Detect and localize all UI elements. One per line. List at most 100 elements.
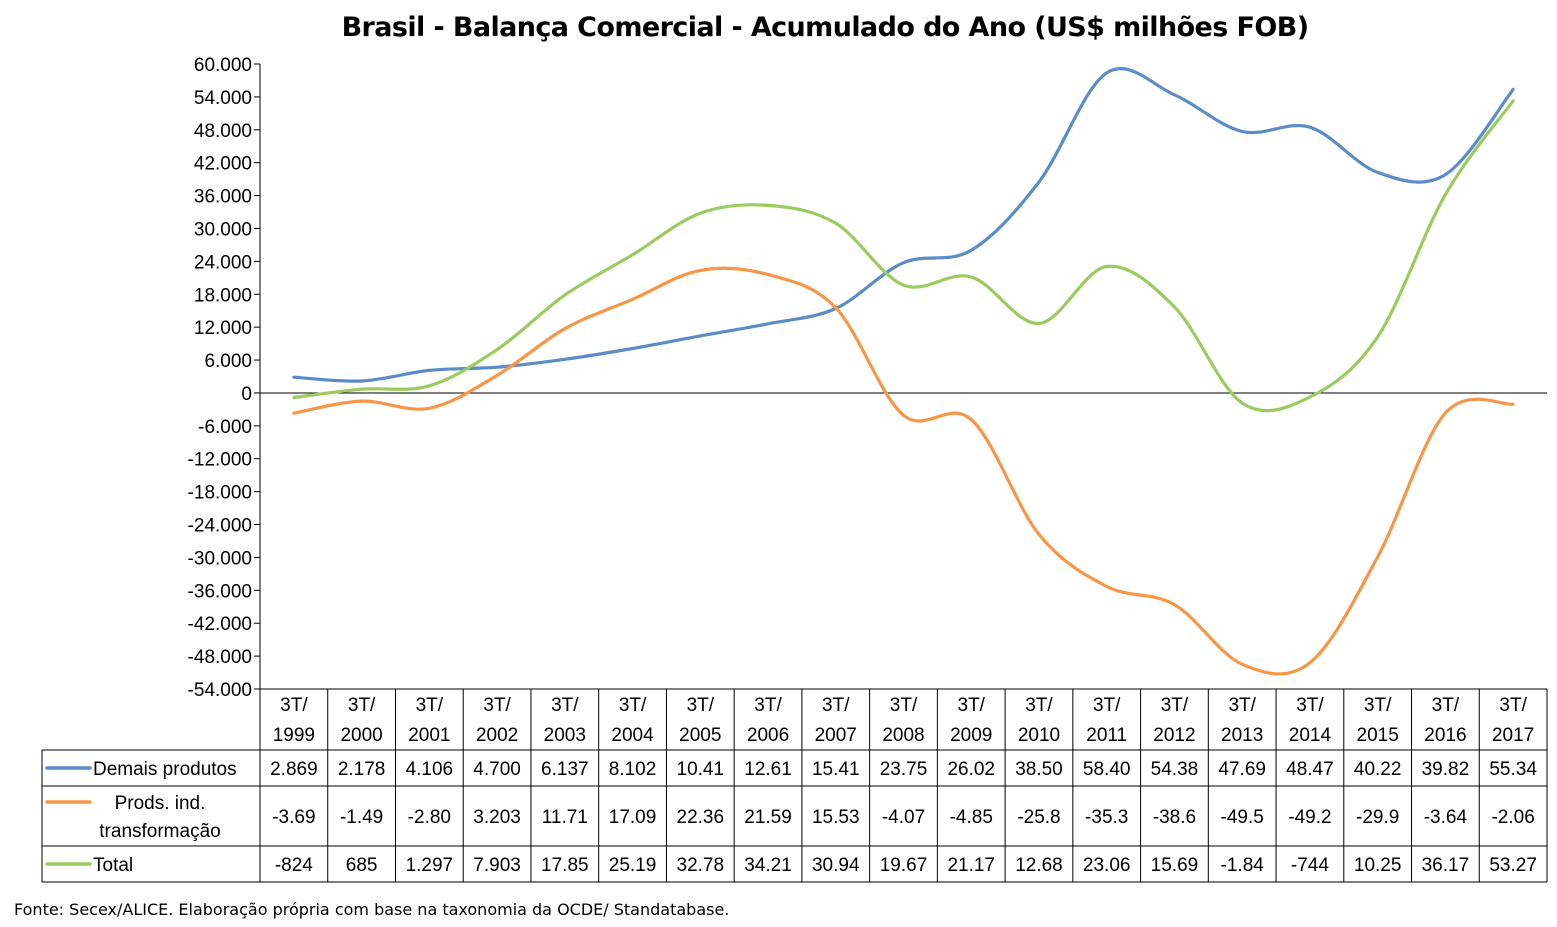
table-cell: -1.49 <box>340 807 383 828</box>
series-line-0 <box>292 66 1515 383</box>
table-cell: 11.71 <box>542 807 588 828</box>
source-note: Fonte: Secex/ALICE. Elaboração própria c… <box>14 900 730 919</box>
table-cell: 12.61 <box>744 759 792 780</box>
row-label-line-1: Prods. ind. <box>115 793 206 814</box>
series-lines <box>292 66 1515 676</box>
y-tick-label: 18.000 <box>194 285 252 306</box>
category-label-prefix: 3T/ <box>1432 695 1460 716</box>
table-cell: -3.64 <box>1424 807 1468 828</box>
y-tick-label: 24.000 <box>194 252 252 273</box>
table-cell: 23.06 <box>1083 855 1131 876</box>
table-cell: 21.59 <box>744 807 792 828</box>
category-label-year: 2008 <box>882 725 924 746</box>
category-label-prefix: 3T/ <box>348 695 376 716</box>
category-label-prefix: 3T/ <box>1296 695 1324 716</box>
y-tick-label: 12.000 <box>194 318 252 339</box>
y-axis: 60.000 54.000 48.000 42.000 36.000 30.000 24.0… <box>188 55 261 701</box>
table-cell: 30.94 <box>812 855 860 876</box>
category-label-year: 2013 <box>1221 725 1263 746</box>
category-label-year: 2012 <box>1153 725 1195 746</box>
table-cell: 38.50 <box>1015 759 1063 780</box>
table-cell: 53.27 <box>1489 855 1537 876</box>
table-cell: 22.36 <box>677 807 725 828</box>
chart-title: Brasil - Balança Comercial - Acumulado d… <box>341 12 1309 43</box>
category-label-year: 1999 <box>273 725 315 746</box>
y-tick-label: -6.000 <box>198 417 252 438</box>
y-tick-label: 30.000 <box>194 219 252 240</box>
series-line-1 <box>292 266 1515 676</box>
category-label-prefix: 3T/ <box>551 695 579 716</box>
category-label-prefix: 3T/ <box>958 695 986 716</box>
table-cell: -2.06 <box>1491 807 1534 828</box>
table-cell: 2.178 <box>338 759 386 780</box>
y-tick-label: 36.000 <box>194 187 252 208</box>
y-tick-label: -36.000 <box>188 581 252 602</box>
category-label-prefix: 3T/ <box>1364 695 1392 716</box>
table-cell: 25.19 <box>609 855 657 876</box>
category-label-prefix: 3T/ <box>1093 695 1121 716</box>
category-label-prefix: 3T/ <box>1025 695 1053 716</box>
y-tick-label: 54.000 <box>194 88 252 109</box>
table-cell: 39.82 <box>1422 759 1470 780</box>
table-cell: 4.700 <box>473 759 521 780</box>
table-cell: 12.68 <box>1015 855 1063 876</box>
y-tick-label: 48.000 <box>194 121 252 142</box>
table-cell: 1.297 <box>406 855 454 876</box>
table-cell: 17.09 <box>609 807 657 828</box>
category-label-prefix: 3T/ <box>687 695 715 716</box>
y-tick-label: -12.000 <box>188 450 252 471</box>
table-cell: 36.17 <box>1422 855 1470 876</box>
category-label-prefix: 3T/ <box>416 695 444 716</box>
category-label-year: 2007 <box>815 725 857 746</box>
y-tick-label: -24.000 <box>188 516 252 537</box>
category-label-prefix: 3T/ <box>822 695 850 716</box>
category-label-year: 2001 <box>408 725 450 746</box>
table-cell: -4.85 <box>950 807 993 828</box>
table-cell: 32.78 <box>677 855 725 876</box>
category-label-year: 2016 <box>1424 725 1466 746</box>
table-cell: 34.21 <box>744 855 792 876</box>
category-label-prefix: 3T/ <box>619 695 647 716</box>
table-cell: -49.2 <box>1288 807 1331 828</box>
table-cell: 10.41 <box>677 759 725 780</box>
table-cell: 7.903 <box>473 855 521 876</box>
y-tick-label: -54.000 <box>188 680 252 701</box>
category-label-prefix: 3T/ <box>1499 695 1527 716</box>
category-label-year: 2014 <box>1289 725 1332 746</box>
table-cell: 26.02 <box>947 759 995 780</box>
row-label: Demais produtos <box>93 759 237 780</box>
table-cell: 15.41 <box>812 759 860 780</box>
category-label-prefix: 3T/ <box>280 695 308 716</box>
y-tick-label: 0 <box>241 384 252 405</box>
category-label-year: 2009 <box>950 725 992 746</box>
table-cell: -3.69 <box>272 807 315 828</box>
table-cell: 54.38 <box>1151 759 1199 780</box>
table-cell: 15.53 <box>812 807 860 828</box>
table-cell: -744 <box>1291 855 1329 876</box>
table-cell: 23.75 <box>880 759 928 780</box>
table-cell: 58.40 <box>1083 759 1131 780</box>
row-label-line-2: transformação <box>99 821 220 842</box>
table-cell: 17.85 <box>541 855 589 876</box>
table-cell: -2.80 <box>408 807 451 828</box>
y-tick-label: -48.000 <box>188 647 252 668</box>
table-cell: 4.106 <box>406 759 454 780</box>
table-cell: -824 <box>275 855 313 876</box>
table-cell: 3.203 <box>473 807 521 828</box>
table-cell: -4.07 <box>882 807 925 828</box>
category-label-year: 2000 <box>340 725 382 746</box>
category-label-prefix: 3T/ <box>1228 695 1256 716</box>
table-cell: -29.9 <box>1356 807 1399 828</box>
table-cell: 19.67 <box>880 855 928 876</box>
table-cell: 10.25 <box>1354 855 1402 876</box>
y-tick-label: -30.000 <box>188 548 252 569</box>
category-label-year: 2002 <box>476 725 518 746</box>
category-label-year: 2015 <box>1357 725 1399 746</box>
y-tick-label: -18.000 <box>188 483 252 504</box>
table-cell: 685 <box>346 855 378 876</box>
category-label-year: 2006 <box>747 725 789 746</box>
category-label-prefix: 3T/ <box>1161 695 1189 716</box>
table-cell: -49.5 <box>1221 807 1264 828</box>
table-cell: -38.6 <box>1153 807 1196 828</box>
